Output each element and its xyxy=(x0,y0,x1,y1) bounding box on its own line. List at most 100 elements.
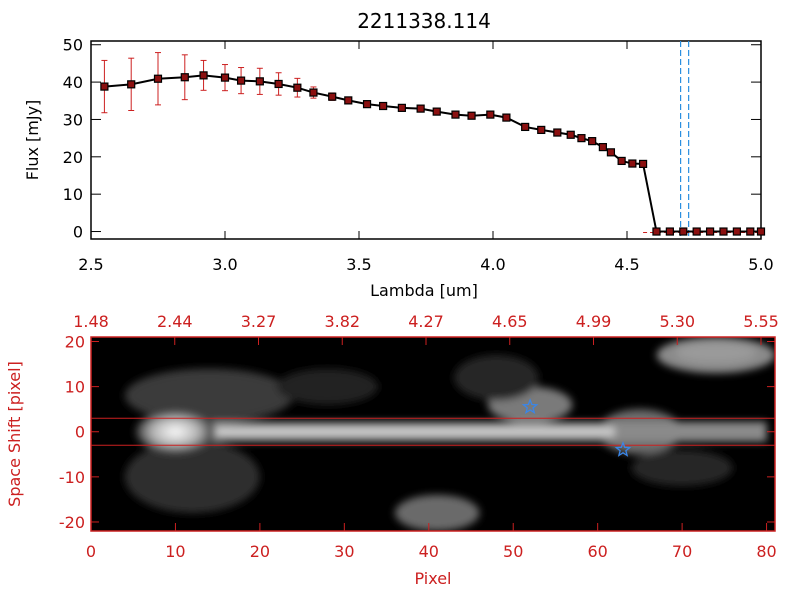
wavelength-tick-label: 4.27 xyxy=(408,312,444,331)
star-marker xyxy=(521,398,539,415)
flux-line xyxy=(104,74,761,233)
bright-source xyxy=(135,409,216,454)
flux-point xyxy=(220,73,230,82)
flux-point xyxy=(732,227,741,236)
flux-point xyxy=(638,159,648,169)
flux-point xyxy=(692,227,701,236)
flux-point xyxy=(537,125,546,135)
wavelength-tick-label: 5.55 xyxy=(743,312,779,331)
x-tick-label: 2.5 xyxy=(78,255,103,274)
flux-point xyxy=(379,101,388,111)
y-tick-label: 0 xyxy=(73,223,83,242)
pixel-tick-label: 10 xyxy=(165,542,185,561)
space-shift-label: Space Shift [pixel] xyxy=(5,361,24,507)
wavelength-tick-label: 4.65 xyxy=(492,312,528,331)
emission-blob xyxy=(124,440,260,513)
image-frame xyxy=(90,336,776,532)
flux-point xyxy=(416,104,425,113)
flux-point xyxy=(293,83,302,92)
x-axis-label: Lambda [um] xyxy=(370,281,478,300)
flux-point xyxy=(588,137,597,146)
pixel-tick-label: 60 xyxy=(587,542,607,561)
emission-blob xyxy=(395,494,480,531)
flux-point xyxy=(628,159,637,168)
star-marker xyxy=(614,440,632,457)
flux-point xyxy=(486,110,495,119)
flux-point xyxy=(344,96,353,105)
x-tick-label: 4.0 xyxy=(480,255,505,274)
flux-point xyxy=(100,82,109,91)
flux-point xyxy=(328,92,337,101)
flux-series xyxy=(100,52,766,236)
flux-point xyxy=(255,77,264,86)
shift-tick-label: 10 xyxy=(65,378,85,397)
flux-point xyxy=(467,111,476,120)
wavelength-tick-label: 2.44 xyxy=(157,312,193,331)
y-tick-label: 30 xyxy=(63,110,83,129)
flux-point xyxy=(705,227,715,236)
x-tick-label: 3.0 xyxy=(212,255,237,274)
wavelength-tick-label: 4.99 xyxy=(576,312,612,331)
y-tick-label: 40 xyxy=(63,73,83,92)
flux-point xyxy=(756,227,766,236)
pixel-tick-label: 20 xyxy=(250,542,270,561)
flux-point xyxy=(180,73,189,82)
shift-tick-label: -10 xyxy=(59,468,85,487)
y-axis-label: Flux [mJy] xyxy=(23,100,42,181)
flux-point xyxy=(577,134,586,143)
flux-point xyxy=(566,130,575,139)
flux-point xyxy=(606,148,616,157)
x-tick-label: 4.5 xyxy=(614,255,639,274)
x-tick-label: 3.5 xyxy=(346,255,371,274)
pixel-tick-label: 80 xyxy=(756,542,776,561)
wavelength-markers xyxy=(679,41,690,239)
flux-point xyxy=(719,227,728,236)
secondary-source xyxy=(675,342,756,363)
shift-tick-label: -20 xyxy=(59,513,85,532)
wavelength-tick-label: 3.27 xyxy=(241,312,277,331)
flux-point xyxy=(432,107,441,116)
x-tick-label: 5.0 xyxy=(748,255,773,274)
pixel-tick-label: 40 xyxy=(419,542,439,561)
flux-point xyxy=(679,227,688,236)
shift-tick-label: 0 xyxy=(75,423,85,442)
emission-blob xyxy=(276,368,379,405)
emission-features xyxy=(124,337,775,531)
emission-blob xyxy=(124,368,294,423)
flux-point xyxy=(153,74,163,83)
wavelength-tick-label: 5.30 xyxy=(659,312,695,331)
flux-point xyxy=(617,156,626,166)
flux-point xyxy=(309,88,318,97)
chart-title: 2211338.114 xyxy=(357,9,491,33)
flux-point xyxy=(362,100,372,109)
flux-plot-frame xyxy=(90,40,762,240)
emission-blob xyxy=(631,449,733,486)
flux-point xyxy=(199,71,208,80)
flux-chart: 2211338.114 2.5 3.0 3.5 4.0 4.5 5.0 0 10 20 30 40 5… xyxy=(23,9,774,300)
shift-tick-label: 20 xyxy=(65,333,85,352)
flux-point xyxy=(274,79,283,89)
spectral-image-panel: 0 10 20 30 40 50 60 70 80 1.48 2.44 3.27 3.82 4.27 4.6… xyxy=(5,312,779,588)
pixel-axis-label: Pixel xyxy=(414,569,451,588)
spectral-image xyxy=(91,337,775,531)
wavelength-tick-label: 1.48 xyxy=(73,312,109,331)
flux-point xyxy=(746,227,755,236)
emission-blob xyxy=(454,355,539,401)
pixel-tick-label: 30 xyxy=(334,542,354,561)
wavelength-tick-label: 3.82 xyxy=(324,312,360,331)
flux-point xyxy=(451,110,460,119)
flux-point xyxy=(127,80,136,89)
flux-point xyxy=(598,142,607,152)
flux-point xyxy=(665,227,674,236)
image-axes: 0 10 20 30 40 50 60 70 80 1.48 2.44 3.27 3.82 4.27 4.6… xyxy=(59,312,779,561)
flux-point xyxy=(652,227,661,236)
pixel-tick-label: 70 xyxy=(672,542,692,561)
spectral-trace-core xyxy=(175,427,615,436)
flux-point xyxy=(553,128,562,137)
flux-point xyxy=(397,103,406,112)
pixel-tick-label: 0 xyxy=(86,542,96,561)
flux-point xyxy=(502,113,511,122)
y-tick-label: 10 xyxy=(63,185,83,204)
y-tick-label: 50 xyxy=(63,36,83,55)
